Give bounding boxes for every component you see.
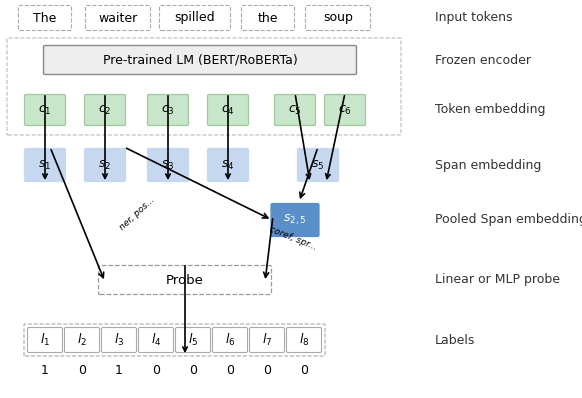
FancyBboxPatch shape — [44, 45, 357, 74]
FancyBboxPatch shape — [27, 328, 62, 353]
Text: $s_1$: $s_1$ — [38, 158, 52, 172]
Text: $l_5$: $l_5$ — [188, 332, 198, 348]
Text: 0: 0 — [300, 363, 308, 377]
Text: $c_2$: $c_2$ — [98, 103, 112, 117]
FancyBboxPatch shape — [147, 148, 189, 181]
Text: 1: 1 — [115, 363, 123, 377]
FancyBboxPatch shape — [147, 94, 189, 125]
FancyBboxPatch shape — [101, 328, 137, 353]
Text: waiter: waiter — [98, 12, 137, 25]
Text: The: The — [33, 12, 56, 25]
FancyBboxPatch shape — [176, 328, 211, 353]
FancyBboxPatch shape — [24, 94, 66, 125]
Text: $s_2$: $s_2$ — [98, 158, 112, 172]
FancyBboxPatch shape — [286, 328, 321, 353]
Text: Pre-trained LM (BERT/RoBERTa): Pre-trained LM (BERT/RoBERTa) — [102, 53, 297, 66]
Text: $l_4$: $l_4$ — [151, 332, 161, 348]
Text: $l_6$: $l_6$ — [225, 332, 235, 348]
Text: 0: 0 — [189, 363, 197, 377]
Text: Probe: Probe — [166, 273, 204, 287]
Text: 1: 1 — [41, 363, 49, 377]
Text: coref, spr...: coref, spr... — [268, 225, 318, 252]
FancyBboxPatch shape — [98, 265, 271, 295]
Text: Pooled Span embedding: Pooled Span embedding — [435, 213, 582, 226]
Text: $s_4$: $s_4$ — [221, 158, 235, 172]
Text: 0: 0 — [263, 363, 271, 377]
FancyBboxPatch shape — [19, 6, 72, 31]
Text: soup: soup — [323, 12, 353, 25]
Text: 0: 0 — [78, 363, 86, 377]
Text: $c_1$: $c_1$ — [38, 103, 52, 117]
FancyBboxPatch shape — [242, 6, 294, 31]
Text: $s_{2,5}$: $s_{2,5}$ — [283, 213, 307, 227]
FancyBboxPatch shape — [325, 94, 365, 125]
FancyBboxPatch shape — [212, 328, 247, 353]
Text: $s_5$: $s_5$ — [311, 158, 325, 172]
Text: $l_2$: $l_2$ — [77, 332, 87, 348]
FancyBboxPatch shape — [84, 94, 126, 125]
FancyBboxPatch shape — [250, 328, 285, 353]
Text: Token embedding: Token embedding — [435, 103, 545, 117]
Text: Frozen encoder: Frozen encoder — [435, 53, 531, 66]
Text: Span embedding: Span embedding — [435, 158, 541, 172]
Text: 0: 0 — [226, 363, 234, 377]
FancyBboxPatch shape — [275, 94, 315, 125]
Text: $s_3$: $s_3$ — [161, 158, 175, 172]
FancyBboxPatch shape — [297, 148, 339, 181]
Text: spilled: spilled — [175, 12, 215, 25]
FancyBboxPatch shape — [159, 6, 230, 31]
FancyBboxPatch shape — [86, 6, 151, 31]
Text: Linear or MLP probe: Linear or MLP probe — [435, 273, 560, 287]
Text: $c_3$: $c_3$ — [161, 103, 175, 117]
Text: $l_8$: $l_8$ — [299, 332, 309, 348]
Text: $l_3$: $l_3$ — [114, 332, 124, 348]
Text: $c_6$: $c_6$ — [338, 103, 352, 117]
FancyBboxPatch shape — [84, 148, 126, 181]
FancyBboxPatch shape — [65, 328, 100, 353]
Text: $c_5$: $c_5$ — [288, 103, 302, 117]
FancyBboxPatch shape — [208, 148, 249, 181]
Text: Labels: Labels — [435, 334, 475, 347]
Text: $l_7$: $l_7$ — [262, 332, 272, 348]
FancyBboxPatch shape — [208, 94, 249, 125]
FancyBboxPatch shape — [271, 203, 319, 236]
Text: Input tokens: Input tokens — [435, 12, 513, 25]
Text: the: the — [258, 12, 278, 25]
Text: $c_4$: $c_4$ — [221, 103, 235, 117]
FancyBboxPatch shape — [306, 6, 371, 31]
FancyBboxPatch shape — [24, 148, 66, 181]
Text: $l_1$: $l_1$ — [40, 332, 50, 348]
Text: ner, pos...: ner, pos... — [118, 195, 157, 232]
FancyBboxPatch shape — [139, 328, 173, 353]
Text: 0: 0 — [152, 363, 160, 377]
